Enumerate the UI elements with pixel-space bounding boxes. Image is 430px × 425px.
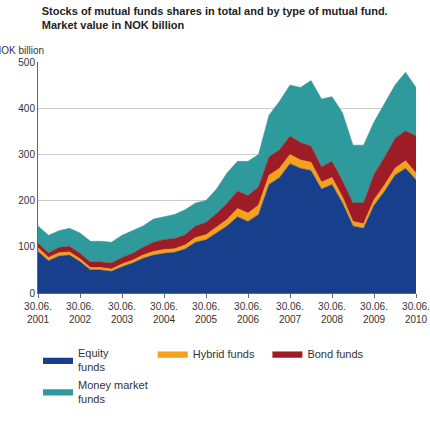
svg-text:100: 100 [18,241,35,252]
svg-text:Hybrid funds: Hybrid funds [193,348,255,360]
svg-text:30.06.2009: 30.06.2009 [360,301,388,325]
svg-text:30.06.2004: 30.06.2004 [150,301,178,325]
svg-text:30.06.2007: 30.06.2007 [276,301,304,325]
svg-text:30.06.2008: 30.06.2008 [318,301,346,325]
svg-text:30.06.2003: 30.06.2003 [108,301,136,325]
svg-text:0: 0 [29,288,35,299]
svg-text:200: 200 [18,195,35,206]
svg-text:300: 300 [18,149,35,160]
svg-text:Equityfunds: Equityfunds [78,347,109,373]
svg-text:500: 500 [18,57,35,68]
svg-text:Stocks of mutual funds shares: Stocks of mutual funds shares in total a… [42,5,388,31]
svg-text:Bond funds: Bond funds [307,348,363,360]
svg-text:NOK billion: NOK billion [0,45,44,56]
svg-text:30.06.2005: 30.06.2005 [192,301,220,325]
svg-text:Money marketfunds: Money marketfunds [78,379,148,405]
svg-text:400: 400 [18,103,35,114]
svg-text:30.06.2002: 30.06.2002 [66,301,94,325]
svg-text:30.06.2006: 30.06.2006 [234,301,262,325]
svg-text:30.06.2010: 30.06.2010 [402,301,430,325]
svg-text:30.06.2001: 30.06.2001 [24,301,52,325]
